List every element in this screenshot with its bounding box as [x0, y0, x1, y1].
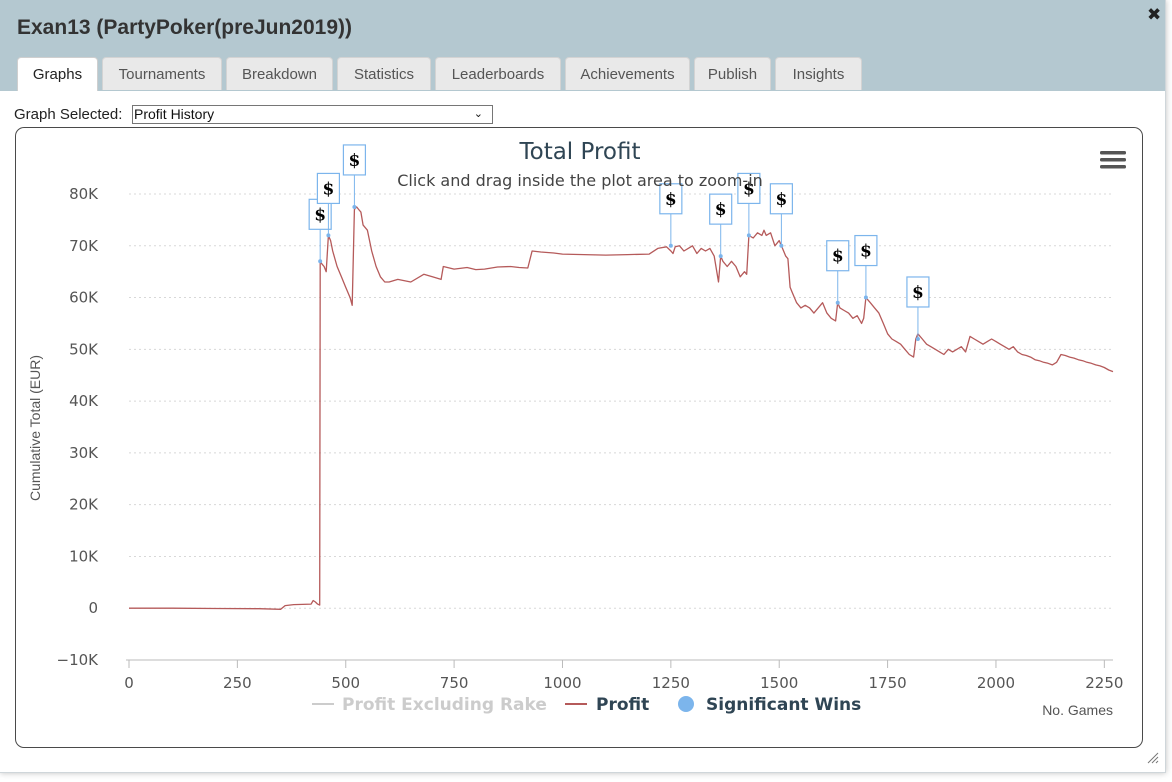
x-tick-label: 750: [440, 674, 469, 692]
x-tick-label: 1000: [543, 674, 581, 692]
y-tick-label: 0: [88, 599, 98, 617]
x-tick-label: 2250: [1085, 674, 1123, 692]
tab-tournaments[interactable]: Tournaments: [102, 57, 222, 90]
profit-chart[interactable]: −10K 0 10K 20K 30K 40K 50K 60K 70K 80K 0 250 500 750 1…: [16, 128, 1141, 746]
legend-label-profit-excluding-rake: Profit Excluding Rake: [342, 695, 547, 715]
significant-win-marker[interactable]: $: [308, 198, 332, 264]
significant-win-point: [746, 233, 751, 238]
y-tick-label: 80K: [69, 185, 99, 203]
chevron-down-icon: ⌄: [473, 108, 483, 120]
dollar-flag-label: $: [860, 242, 872, 262]
legend-label-profit: Profit: [596, 695, 649, 715]
significant-win-marker[interactable]: $: [342, 144, 367, 209]
significant-win-point: [668, 243, 673, 248]
significant-win-point: [779, 243, 784, 248]
y-tick-label: 50K: [69, 340, 99, 358]
chart-legend: Profit Excluding Rake Profit Significant…: [312, 695, 861, 715]
chart-subtitle: Click and drag inside the plot area to z…: [397, 171, 763, 190]
significant-win-marker[interactable]: $: [659, 183, 683, 248]
significant-win-point: [863, 295, 868, 300]
legend-item-profit[interactable]: Profit: [565, 695, 649, 715]
y-tick-label: −10K: [57, 651, 100, 669]
x-tick-label: 500: [331, 674, 360, 692]
tab-statistics[interactable]: Statistics: [337, 57, 431, 90]
dollar-flag-label: $: [665, 190, 677, 210]
dollar-flag-label: $: [314, 205, 326, 225]
y-tick-label: 30K: [69, 444, 99, 462]
legend-item-significant-wins[interactable]: Significant Wins: [678, 695, 861, 715]
dollar-flag-label: $: [715, 200, 727, 220]
y-tick-label: 60K: [69, 289, 99, 307]
tab-achievements[interactable]: Achievements: [565, 57, 690, 90]
x-tick-label: 1250: [652, 674, 690, 692]
tab-leaderboards[interactable]: Leaderboards: [435, 57, 561, 90]
chart-menu-button[interactable]: [1099, 149, 1127, 171]
dollar-flag-label: $: [775, 190, 787, 210]
significant-win-marker[interactable]: $: [737, 172, 761, 238]
x-tick-label: 250: [223, 674, 252, 692]
window-title: Exan13 (PartyPoker(preJun2019)): [17, 16, 352, 39]
significant-win-point: [318, 259, 323, 264]
significant-win-point: [835, 300, 840, 305]
significant-win-marker[interactable]: $: [906, 276, 930, 341]
y-axis-title: Cumulative Total (EUR): [27, 355, 43, 501]
dollar-flag-label: $: [832, 247, 844, 267]
resize-handle-icon[interactable]: [1145, 750, 1159, 764]
tab-insights[interactable]: Insights: [775, 57, 862, 90]
significant-win-point: [326, 233, 331, 238]
y-tick-label: 70K: [69, 237, 99, 255]
dollar-flag-label: $: [743, 179, 755, 199]
tab-graphs[interactable]: Graphs: [17, 57, 98, 91]
graph-select-value: Profit History: [134, 106, 215, 122]
chart-container: −10K 0 10K 20K 30K 40K 50K 60K 70K 80K 0 250 500 750 1…: [15, 127, 1143, 748]
significant-win-point: [915, 336, 920, 341]
dollar-flag-label: $: [322, 179, 334, 199]
x-axis-title: No. Games: [1042, 702, 1113, 718]
legend-item-profit-excluding-rake[interactable]: Profit Excluding Rake: [312, 695, 547, 715]
x-tick-label: 0: [124, 674, 134, 692]
significant-win-marker[interactable]: $: [769, 183, 793, 248]
significant-win-marker[interactable]: $: [709, 193, 733, 259]
graph-selected-label: Graph Selected:: [14, 106, 123, 123]
significant-win-point: [352, 204, 357, 209]
tab-breakdown[interactable]: Breakdown: [226, 57, 333, 90]
x-tick-label: 1750: [868, 674, 906, 692]
chart-title: Total Profit: [518, 139, 640, 165]
significant-win-marker[interactable]: $: [316, 172, 341, 238]
significant-win-point: [718, 254, 723, 259]
title-bar: Exan13 (PartyPoker(preJun2019)) ✖ Graphs…: [0, 0, 1165, 91]
y-tick-label: 40K: [69, 392, 99, 410]
close-icon[interactable]: ✖: [1147, 5, 1162, 25]
dollar-flag-label: $: [912, 283, 924, 303]
x-tick-label: 2000: [977, 674, 1015, 692]
x-tick-label: 1500: [760, 674, 798, 692]
graph-select[interactable]: Profit History ⌄: [132, 105, 493, 124]
significant-win-marker[interactable]: $: [826, 240, 850, 305]
significant-win-marker[interactable]: $: [854, 234, 878, 300]
y-tick-label: 20K: [69, 496, 99, 514]
y-tick-label: 10K: [69, 547, 99, 565]
tab-publish[interactable]: Publish: [694, 57, 771, 90]
legend-label-significant-wins: Significant Wins: [706, 695, 861, 715]
dollar-flag-label: $: [348, 151, 360, 171]
series-line-profit[interactable]: [129, 206, 1114, 610]
